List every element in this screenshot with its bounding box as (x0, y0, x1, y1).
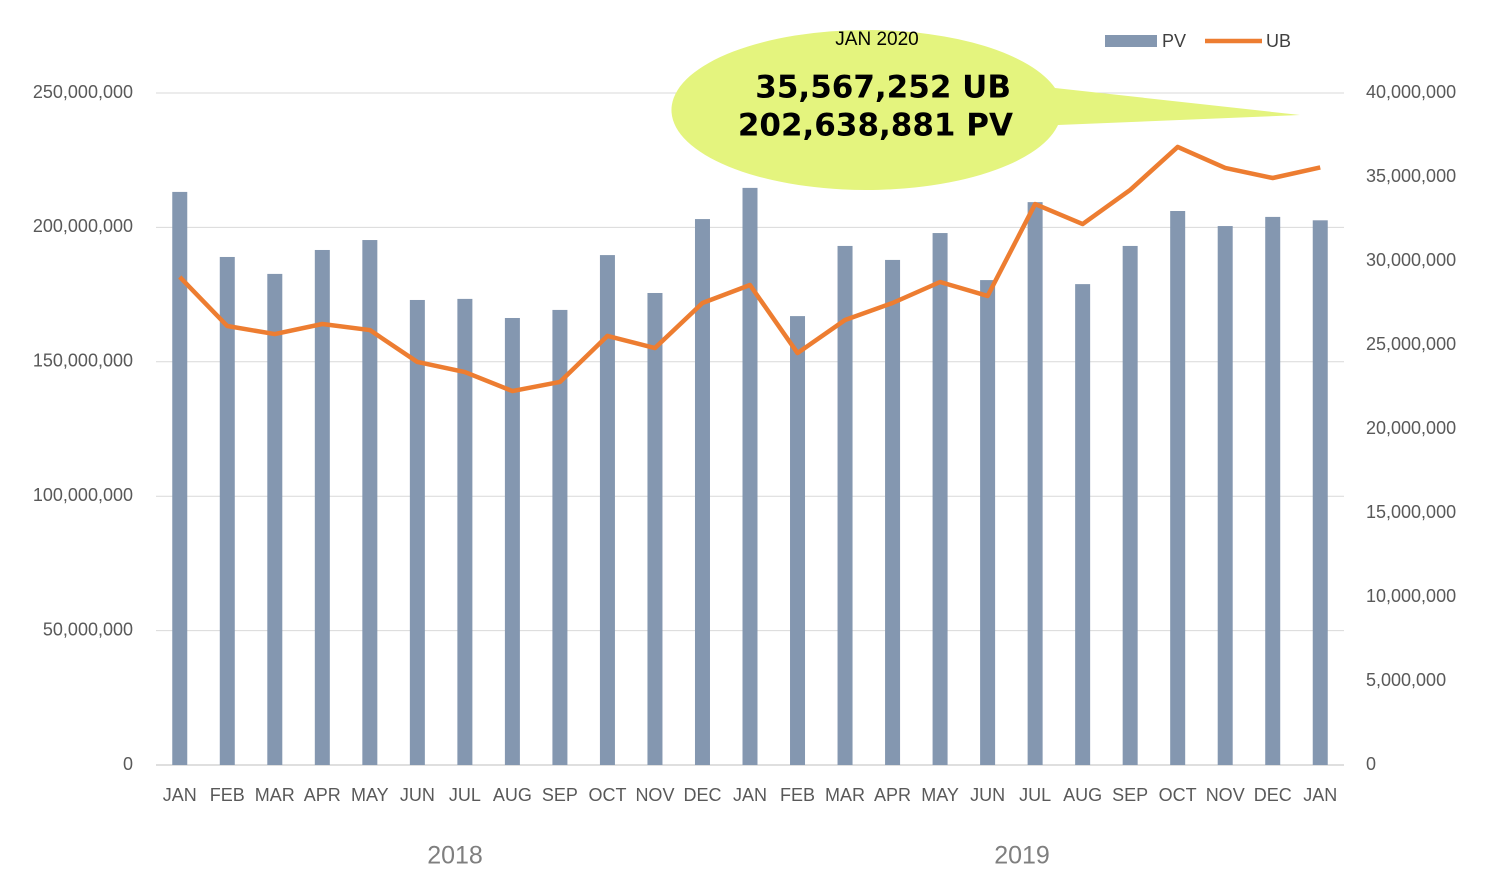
bar (1027, 202, 1043, 765)
y-tick-label: 200,000,000 (33, 216, 133, 236)
x-tick-label: JAN (1303, 785, 1337, 805)
x-tick-label: MAR (255, 785, 295, 805)
bar (267, 273, 283, 765)
y2-tick-label: 30,000,000 (1366, 250, 1456, 270)
x-tick-label: FEB (210, 785, 245, 805)
x-tick-label: SEP (542, 785, 578, 805)
x-tick-label: JUL (1019, 785, 1051, 805)
bar (1265, 216, 1281, 765)
bar (1170, 211, 1186, 766)
y2-tick-label: 20,000,000 (1366, 418, 1456, 438)
y2-tick-label: 5,000,000 (1366, 670, 1446, 690)
x-tick-label: APR (874, 785, 911, 805)
bar (885, 259, 901, 765)
legend-label: UB (1266, 31, 1291, 51)
x-tick-label: DEC (1254, 785, 1292, 805)
legend-label: PV (1162, 31, 1186, 51)
x-tick-label: AUG (493, 785, 532, 805)
y2-tick-label: 40,000,000 (1366, 82, 1456, 102)
annotation-line: 202,638,881 PV (738, 108, 1013, 144)
y2-tick-label: 10,000,000 (1366, 586, 1456, 606)
x-tick-label: MAY (921, 785, 959, 805)
y2-tick-label: 35,000,000 (1366, 166, 1456, 186)
x-tick-label: JUN (400, 785, 435, 805)
x-tick-label: FEB (780, 785, 815, 805)
y-tick-label: 150,000,000 (33, 351, 133, 371)
x-group-label: 2019 (994, 842, 1050, 870)
y-tick-label: 0 (123, 754, 133, 774)
bar (980, 280, 996, 765)
annotation-line: 35,567,252 UB (755, 70, 1011, 106)
y-tick-label: 250,000,000 (33, 82, 133, 102)
bar (742, 187, 758, 765)
y-tick-label: 50,000,000 (43, 619, 133, 639)
bar (552, 309, 568, 765)
x-tick-label: JAN (163, 785, 197, 805)
y-tick-label: 100,000,000 (33, 485, 133, 505)
bar (932, 233, 948, 765)
bar (1312, 220, 1328, 765)
x-group-label: 2018 (427, 842, 483, 870)
bar (362, 240, 378, 766)
x-tick-label: JAN (733, 785, 767, 805)
x-tick-label: MAY (351, 785, 389, 805)
x-tick-label: NOV (1206, 785, 1245, 805)
bar (314, 249, 330, 766)
callout (671, 29, 1300, 190)
bar (1122, 245, 1138, 765)
bar (694, 219, 710, 765)
x-tick-label: JUL (449, 785, 481, 805)
bar (1217, 226, 1233, 765)
bar (1075, 284, 1091, 765)
bar (504, 317, 520, 765)
bar (219, 256, 235, 765)
x-tick-label: DEC (683, 785, 721, 805)
x-tick-label: MAR (825, 785, 865, 805)
y2-tick-label: 25,000,000 (1366, 334, 1456, 354)
bar (172, 191, 188, 765)
annotation-title: JAN 2020 (835, 29, 918, 50)
x-tick-label: OCT (1159, 785, 1197, 805)
y2-tick-label: 15,000,000 (1366, 502, 1456, 522)
y2-tick-label: 0 (1366, 754, 1376, 774)
x-tick-label: NOV (635, 785, 674, 805)
x-tick-label: OCT (588, 785, 626, 805)
bar (837, 245, 853, 765)
bar (409, 299, 425, 765)
x-tick-label: SEP (1112, 785, 1148, 805)
x-tick-label: JUN (970, 785, 1005, 805)
x-tick-label: APR (304, 785, 341, 805)
x-tick-label: AUG (1063, 785, 1102, 805)
legend-swatch (1105, 35, 1157, 47)
bar (457, 298, 473, 765)
bar (599, 255, 615, 765)
bar (647, 292, 663, 765)
line (178, 144, 1321, 394)
bar (790, 316, 806, 765)
